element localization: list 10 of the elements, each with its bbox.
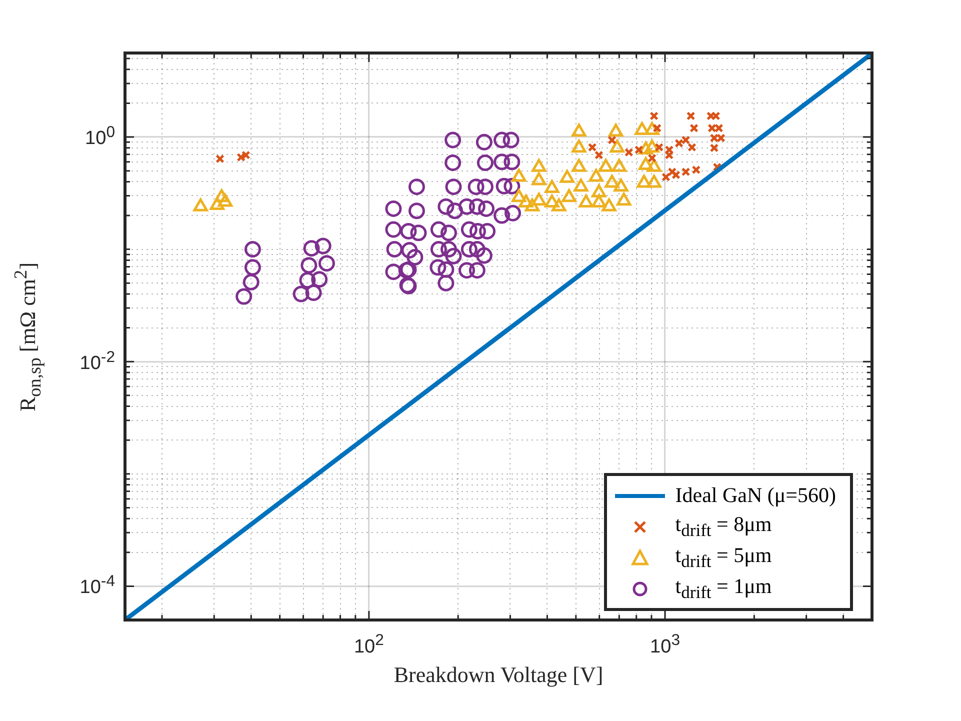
y-tick-label: 10$^{0}$ (85, 124, 115, 150)
legend-label: t$_{drift}$ = 5μm (675, 542, 772, 572)
legend-label: t$_{drift}$ = 8μm (675, 512, 772, 542)
legend-label: t$_{drift}$ = 1μm (675, 574, 772, 604)
y-tick-label: 10$^{-2}$ (80, 348, 115, 375)
legend-label: Ideal GaN (μ=560) (675, 483, 836, 508)
x-axis-title: Breakdown Voltage [V] (392, 662, 604, 688)
y-tick-label: 10$^{-4}$ (80, 573, 115, 600)
x-tick-label: 10$^{2}$ (354, 632, 384, 658)
x-tick-label: 10$^{3}$ (650, 632, 680, 658)
